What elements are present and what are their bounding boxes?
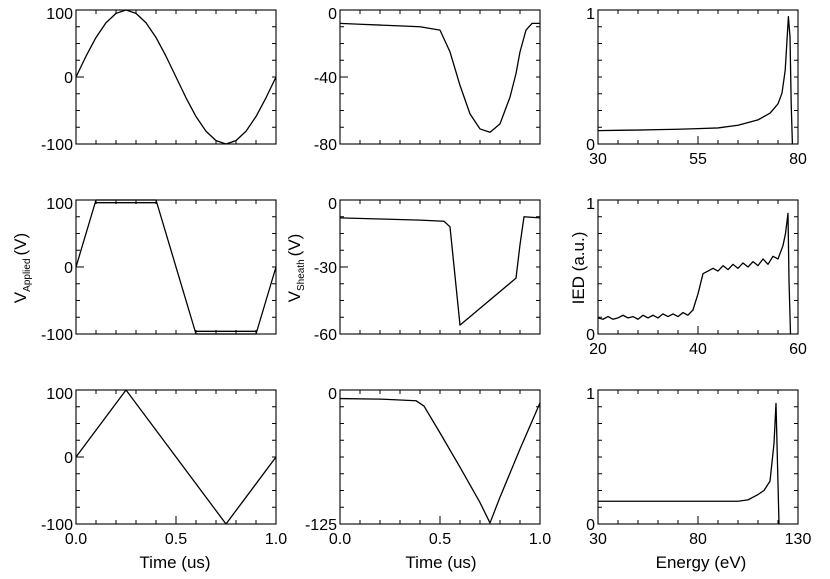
- ied-trapezoid-xtick-label: 20: [589, 341, 607, 358]
- ylabel-applied: VApplied (V): [11, 233, 33, 303]
- applied-triangle-ytick-label: -100: [41, 517, 73, 534]
- ylabel-applied-subscript: Applied: [22, 258, 33, 291]
- applied-triangle-ytick-label: 100: [46, 386, 73, 403]
- ied-triangle-ytick-label: 1: [586, 386, 595, 403]
- panel-sheath-sine: 0 -40 -80: [314, 6, 541, 154]
- panel-sheath-trapezoid: 0 -30 -60: [314, 196, 541, 344]
- ied-trapezoid-ytick-label: 1: [586, 196, 595, 213]
- sheath-triangle-xtick-label: 0.5: [429, 531, 451, 548]
- panel-ied-triangle: 1 030 80 130: [586, 386, 811, 548]
- xlabel-time-mid: Time (us): [405, 553, 476, 572]
- applied-triangle-xtick-label: 0.0: [65, 531, 87, 548]
- ied-sine-xtick-label: 80: [789, 151, 807, 168]
- panel-applied-trapezoid: 100 0 -100: [41, 196, 277, 344]
- ied-trapezoid-frame: [597, 199, 799, 335]
- sheath-triangle-ytick-label: -125: [305, 517, 337, 534]
- sheath-sine-ytick-label: -40: [314, 70, 337, 87]
- ylabel-sheath: VSheath (V): [285, 234, 307, 303]
- ied-sine-xtick-label: 30: [589, 151, 607, 168]
- ied-triangle-frame: [597, 389, 799, 525]
- sheath-triangle-series-0-line: [339, 397, 541, 524]
- applied-triangle-xtick-label: 1.0: [265, 531, 287, 548]
- sheath-trapezoid-series-0-line: [339, 216, 541, 326]
- ied-trapezoid-ytick-label: 0: [586, 327, 595, 344]
- ied-triangle-ytick-label: 0: [586, 517, 595, 534]
- ylabel-applied-symbol: V: [11, 291, 30, 303]
- sheath-sine-ytick-label: 0: [328, 6, 337, 23]
- ied-triangle-xtick-label: 130: [785, 531, 812, 548]
- ied-sine-ytick-label: 0: [586, 137, 595, 154]
- applied-sine-ytick-label: 100: [46, 6, 73, 23]
- applied-triangle-series-0-line: [75, 389, 277, 525]
- sheath-triangle-xtick-label: 0.0: [329, 531, 351, 548]
- ied-sine-frame: [597, 9, 799, 145]
- ied-trapezoid-xtick-label: 60: [789, 341, 807, 358]
- ylabel-sheath-unit: (V): [285, 234, 304, 257]
- sheath-triangle-xtick-label: 1.0: [529, 531, 551, 548]
- sheath-trapezoid-ytick-label: 0: [328, 196, 337, 213]
- sheath-triangle-ytick-label: 0: [328, 386, 337, 403]
- applied-triangle-ytick-label: 0: [64, 450, 73, 467]
- sheath-trapezoid-ytick-label: -30: [314, 260, 337, 277]
- ied-sine-ytick-label: 1: [586, 6, 595, 23]
- panel-ied-trapezoid: 1 020 40 60: [586, 196, 807, 358]
- applied-sine-ytick-label: -100: [41, 137, 73, 154]
- sheath-triangle-frame: [339, 389, 541, 525]
- panel-applied-sine: 100 0 -100: [41, 6, 277, 154]
- sheath-trapezoid-frame: [339, 199, 541, 335]
- sheath-trapezoid-ytick-label: -60: [314, 327, 337, 344]
- applied-triangle-xtick-label: 0.5: [165, 531, 187, 548]
- ylabel-applied-unit: (V): [11, 233, 30, 256]
- ied-triangle-xtick-label: 80: [689, 531, 707, 548]
- sheath-sine-ytick-label: -80: [314, 137, 337, 154]
- panel-ied-sine: 1 030 55 80: [586, 6, 807, 168]
- applied-sine-ytick-label: 0: [64, 70, 73, 87]
- ied-trapezoid-series-0-line: [597, 212, 792, 335]
- ied-trapezoid-xtick-label: 40: [689, 341, 707, 358]
- ied-sine-xtick-label: 55: [689, 151, 707, 168]
- sheath-sine-series-0-line: [339, 22, 540, 133]
- ied-triangle-series-0-line: [598, 402, 780, 525]
- ylabel-sheath-symbol: V: [285, 290, 304, 302]
- ylabel-ied: IED (a.u.): [569, 232, 588, 305]
- applied-trapezoid-series-1-line: [96, 202, 256, 332]
- ied-sine-series-0-line: [597, 16, 794, 145]
- applied-trapezoid-series-0-line: [75, 199, 277, 335]
- applied-trapezoid-ytick-label: 0: [64, 260, 73, 277]
- applied-trapezoid-ytick-label: 100: [46, 196, 73, 213]
- xlabel-energy: Energy (eV): [656, 553, 747, 572]
- applied-sine-series-0-line: [75, 9, 277, 145]
- applied-trapezoid-ytick-label: -100: [41, 327, 73, 344]
- ylabel-sheath-subscript: Sheath: [296, 259, 307, 291]
- xlabel-time-left: Time (us): [139, 553, 210, 572]
- ied-triangle-xtick-label: 30: [589, 531, 607, 548]
